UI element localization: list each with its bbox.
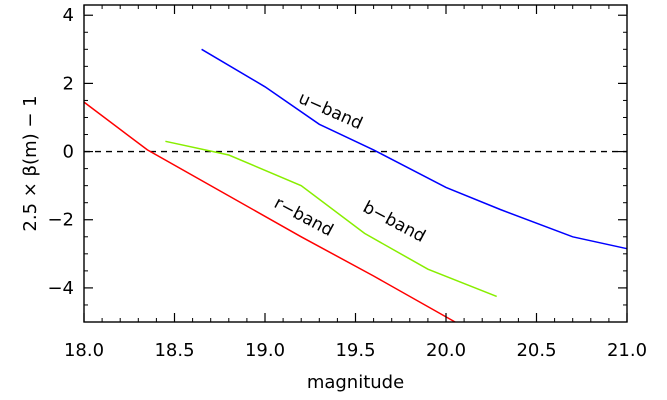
x-tick-label: 19.0	[245, 340, 285, 361]
y-axis: 4 2 0 −2 −4	[47, 5, 627, 323]
x-tick-label: 20.5	[516, 340, 556, 361]
y-axis-label: 2.5 × β(m) − 1	[20, 95, 41, 231]
x-tick-label: 19.5	[335, 340, 375, 361]
y-tick-label: −4	[47, 278, 74, 299]
plot-area	[83, 4, 628, 323]
plot-frame	[83, 4, 628, 323]
x-tick-label: 20.0	[426, 340, 466, 361]
y-tick-label: −2	[47, 210, 74, 231]
b-band-label: b−band	[359, 197, 428, 246]
y-tick-label: 4	[63, 5, 74, 26]
x-axis: 18.0 18.5 19.0 19.5 20.0 20.5 21.0	[64, 5, 647, 361]
series-layer	[83, 48, 628, 323]
u-band-label: u−band	[295, 88, 365, 134]
x-tick-label: 21.0	[607, 340, 647, 361]
x-axis-label: magnitude	[307, 372, 404, 393]
r-band-label: r−band	[271, 193, 337, 241]
series-line-b-band	[165, 140, 497, 298]
y-tick-label: 0	[63, 142, 74, 163]
series-line-u-band	[201, 48, 628, 250]
series-line-r-band	[83, 101, 456, 323]
y-tick-label: 2	[63, 73, 74, 94]
x-tick-label: 18.5	[154, 340, 194, 361]
x-tick-label: 18.0	[64, 340, 104, 361]
